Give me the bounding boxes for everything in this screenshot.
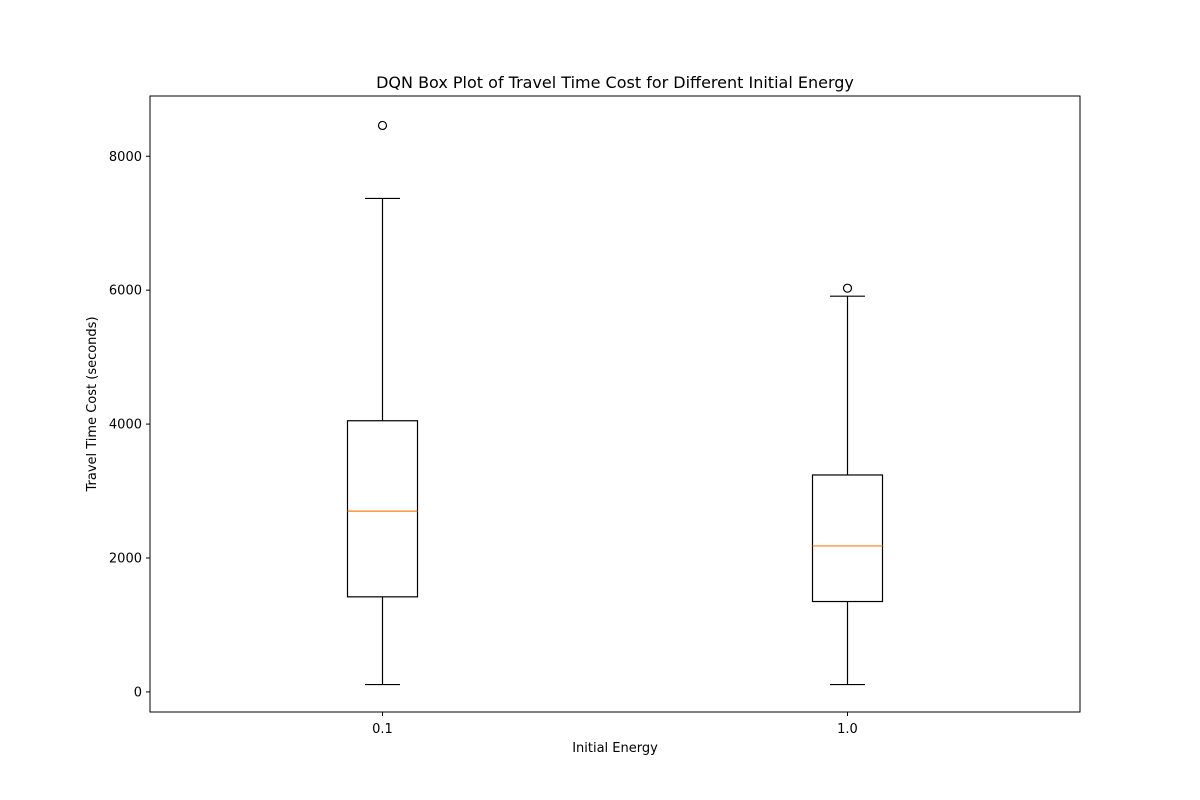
outlier-point [842, 283, 853, 293]
y-tick-label: 8000 [109, 150, 142, 165]
y-tick-label: 0 [134, 685, 142, 700]
x-tick-label: 0.1 [372, 722, 393, 737]
plot-area: 0 2000 4000 6000 8000 0.1 1.0 [109, 120, 884, 737]
box-iqr [811, 474, 884, 603]
chart-title: DQN Box Plot of Travel Time Cost for Dif… [376, 73, 854, 92]
y-tick-label: 4000 [109, 418, 142, 433]
y-axis-label: Travel Time Cost (seconds) [85, 316, 100, 492]
x-tick-label: 1.0 [837, 722, 858, 737]
outlier-point [377, 120, 388, 131]
y-tick-label: 6000 [109, 284, 142, 299]
x-axis-label: Initial Energy [572, 741, 658, 756]
plot-frame [149, 95, 1081, 713]
y-tick-label: 2000 [109, 552, 142, 567]
box-iqr [346, 420, 419, 598]
